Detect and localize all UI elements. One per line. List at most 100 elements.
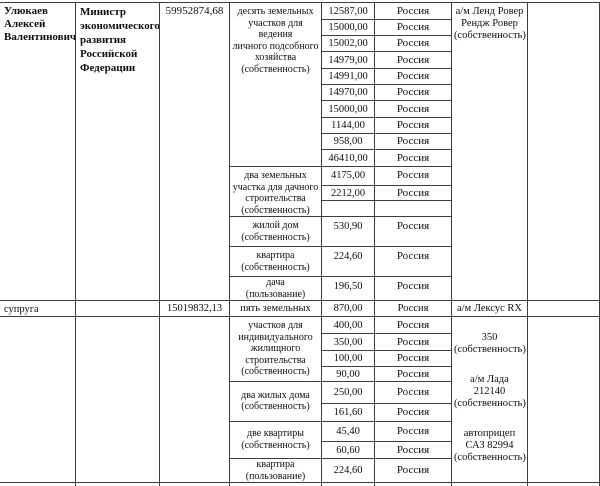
vehicle-item: автоприцеп САЗ 82994 (собственность): [454, 428, 526, 463]
table-row: 14970,00 Россия: [0, 84, 600, 101]
country-cell: Россия: [374, 166, 452, 186]
area-cell: 224,60: [321, 458, 375, 483]
position-cell-empty: [75, 482, 160, 486]
country-cell: Россия: [374, 246, 452, 277]
position-cell-empty: [75, 316, 160, 483]
property-cell: два жилых дома (собственность): [229, 381, 322, 422]
property-cell: квартира (пользование): [229, 458, 322, 483]
country-cell: Россия: [374, 350, 452, 367]
area-cell: 90,00: [321, 366, 375, 382]
property-cell: пять земельных: [229, 300, 322, 317]
area-cell: 350,00: [321, 333, 375, 351]
table-row: 14991,00 Россия: [0, 68, 600, 85]
position-cell: Министр экономического развития Российск…: [75, 2, 160, 301]
area-cell: 224,60: [321, 246, 375, 277]
table-row: две квартиры (собственность) 45,40 Росси…: [0, 420, 600, 459]
country-cell: Россия: [374, 316, 452, 334]
vehicles-cell: а/м Ленд Ровер Рендж Ровер (собственност…: [451, 2, 528, 301]
table-row: 350,00 Россия: [0, 333, 600, 351]
table-row: два земельных участка для дачного строит…: [0, 166, 600, 217]
other-cell: [527, 2, 600, 301]
area-cell: 250,00: [321, 381, 375, 404]
country-cell: Россия: [374, 84, 452, 101]
area-cell: 1144,00: [321, 117, 375, 134]
country-cell: Россия: [374, 366, 452, 382]
country-cell-empty: [374, 200, 452, 217]
table-row: два жилых дома (собственность) 250,00 Ро…: [0, 381, 600, 422]
name-cell: сын: [0, 482, 76, 486]
country-cell: Россия: [374, 458, 452, 483]
area-cell: 15000,00: [321, 100, 375, 118]
area-cell-empty: [321, 200, 375, 217]
country-cell: Россия: [374, 117, 452, 134]
country-cell: Россия: [374, 441, 452, 459]
country-cell: Россия: [374, 100, 452, 118]
property-cell: жилой дом (собственность): [229, 216, 322, 247]
table-row: жилой дом (собственность) 530,90 Россия: [0, 216, 600, 247]
position-cell-empty: [75, 300, 160, 317]
property-cell: участков для индивидуального жилищного с…: [229, 316, 322, 382]
country-cell: Россия: [374, 402, 452, 422]
area-cell: 45,40: [321, 420, 375, 442]
area-cell: 4175,00: [321, 166, 375, 186]
table-row: 60,60 Россия: [0, 441, 600, 459]
table-row: 46410,00 Россия: [0, 149, 600, 167]
country-cell: Россия: [374, 482, 452, 486]
area-cell: 15002,00: [321, 35, 375, 52]
area-cell: 870,00: [321, 300, 375, 317]
country-cell: Россия: [374, 51, 452, 69]
country-cell: Россия: [374, 149, 452, 167]
table-row: 15000,00 Россия: [0, 19, 600, 36]
property-cell: квартира (собственность): [229, 246, 322, 277]
income-cell: -: [159, 482, 230, 486]
area-cell: 14970,00: [321, 84, 375, 101]
country-cell: Россия: [374, 276, 452, 301]
vehicles-cell: а/м Лексус RX: [451, 300, 528, 317]
country-cell: Россия: [374, 420, 452, 442]
area-cell: 530,90: [321, 216, 375, 247]
area-cell: 196,50: [321, 276, 375, 301]
area-cell: 100,00: [321, 350, 375, 367]
table-row: сын - квартира (пользование) 224,60 Росс…: [0, 482, 600, 486]
area-cell: 60,60: [321, 441, 375, 459]
income-cell-empty: [159, 316, 230, 483]
table-row: 15002,00 Россия: [0, 35, 600, 52]
country-cell: Россия: [374, 333, 452, 351]
area-cell: 224,60: [321, 482, 375, 486]
country-cell: Россия: [374, 35, 452, 52]
area-cell: 14979,00: [321, 51, 375, 69]
country-cell: Россия: [374, 2, 452, 20]
country-cell: Россия: [374, 19, 452, 36]
property-cell: два земельных участка для дачного строит…: [229, 166, 322, 217]
area-cell: 46410,00: [321, 149, 375, 167]
property-cell: квартира (пользование): [229, 482, 322, 486]
country-cell: Россия: [374, 68, 452, 85]
name-cell: Улюкаев Алексей Валентинович: [0, 2, 76, 301]
table-row: квартира (пользование) 224,60 Россия: [0, 458, 600, 483]
other-cell: [527, 316, 600, 483]
table-row: 161,60 Россия: [0, 402, 600, 422]
area-cell: 14991,00: [321, 68, 375, 85]
vehicles-cell: -: [451, 482, 528, 486]
other-cell: -: [527, 482, 600, 486]
table-row: квартира (собственность) 224,60 Россия: [0, 246, 600, 277]
income-cell: 15019832,13: [159, 300, 230, 317]
table-row: супруга 15019832,13 пять земельных 870,0…: [0, 300, 600, 317]
area-cell: 161,60: [321, 402, 375, 422]
vehicle-item: а/м Лада 212140 (собственность): [454, 374, 526, 409]
other-cell: [527, 300, 600, 317]
country-cell: Россия: [374, 133, 452, 150]
vehicles-cell: 350 (собственность) а/м Лада 212140 (соб…: [451, 316, 528, 483]
name-cell-empty: [0, 316, 76, 483]
table-row: 90,00 Россия: [0, 366, 600, 382]
area-cell: 12587,00: [321, 2, 375, 20]
country-cell: Россия: [374, 216, 452, 247]
table-row: дача (пользование) 196,50 Россия: [0, 276, 600, 301]
income-cell: 59952874,68: [159, 2, 230, 301]
table-row: Улюкаев Алексей Валентинович Министр эко…: [0, 2, 600, 301]
property-cell: две квартиры (собственность): [229, 420, 322, 459]
country-cell: Россия: [374, 381, 452, 404]
country-cell: Россия: [374, 184, 452, 202]
